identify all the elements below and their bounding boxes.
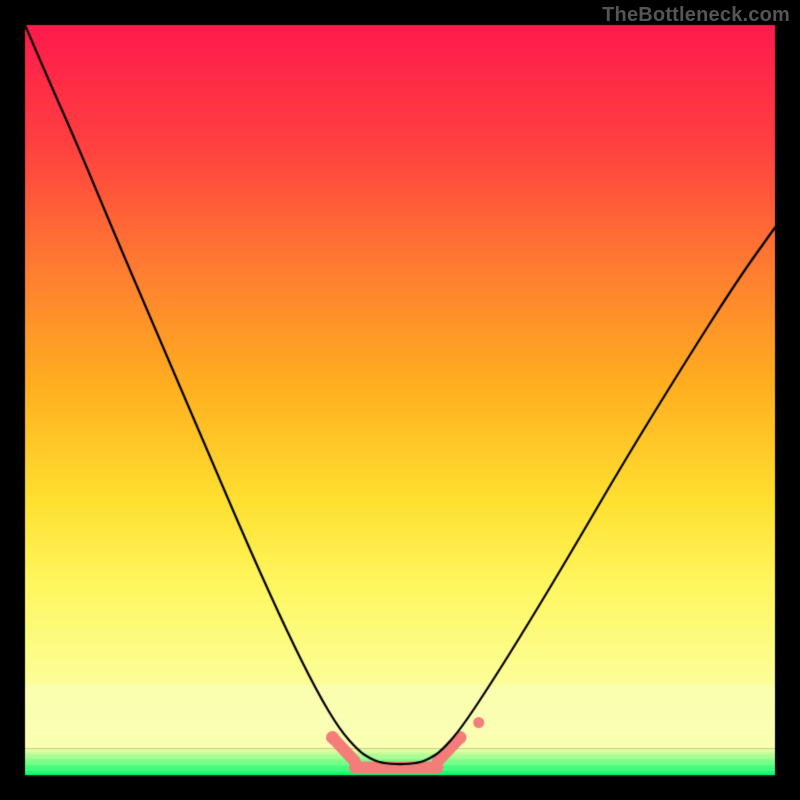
watermark-text: TheBottleneck.com <box>602 4 790 27</box>
bottleneck-chart-canvas <box>0 0 800 800</box>
